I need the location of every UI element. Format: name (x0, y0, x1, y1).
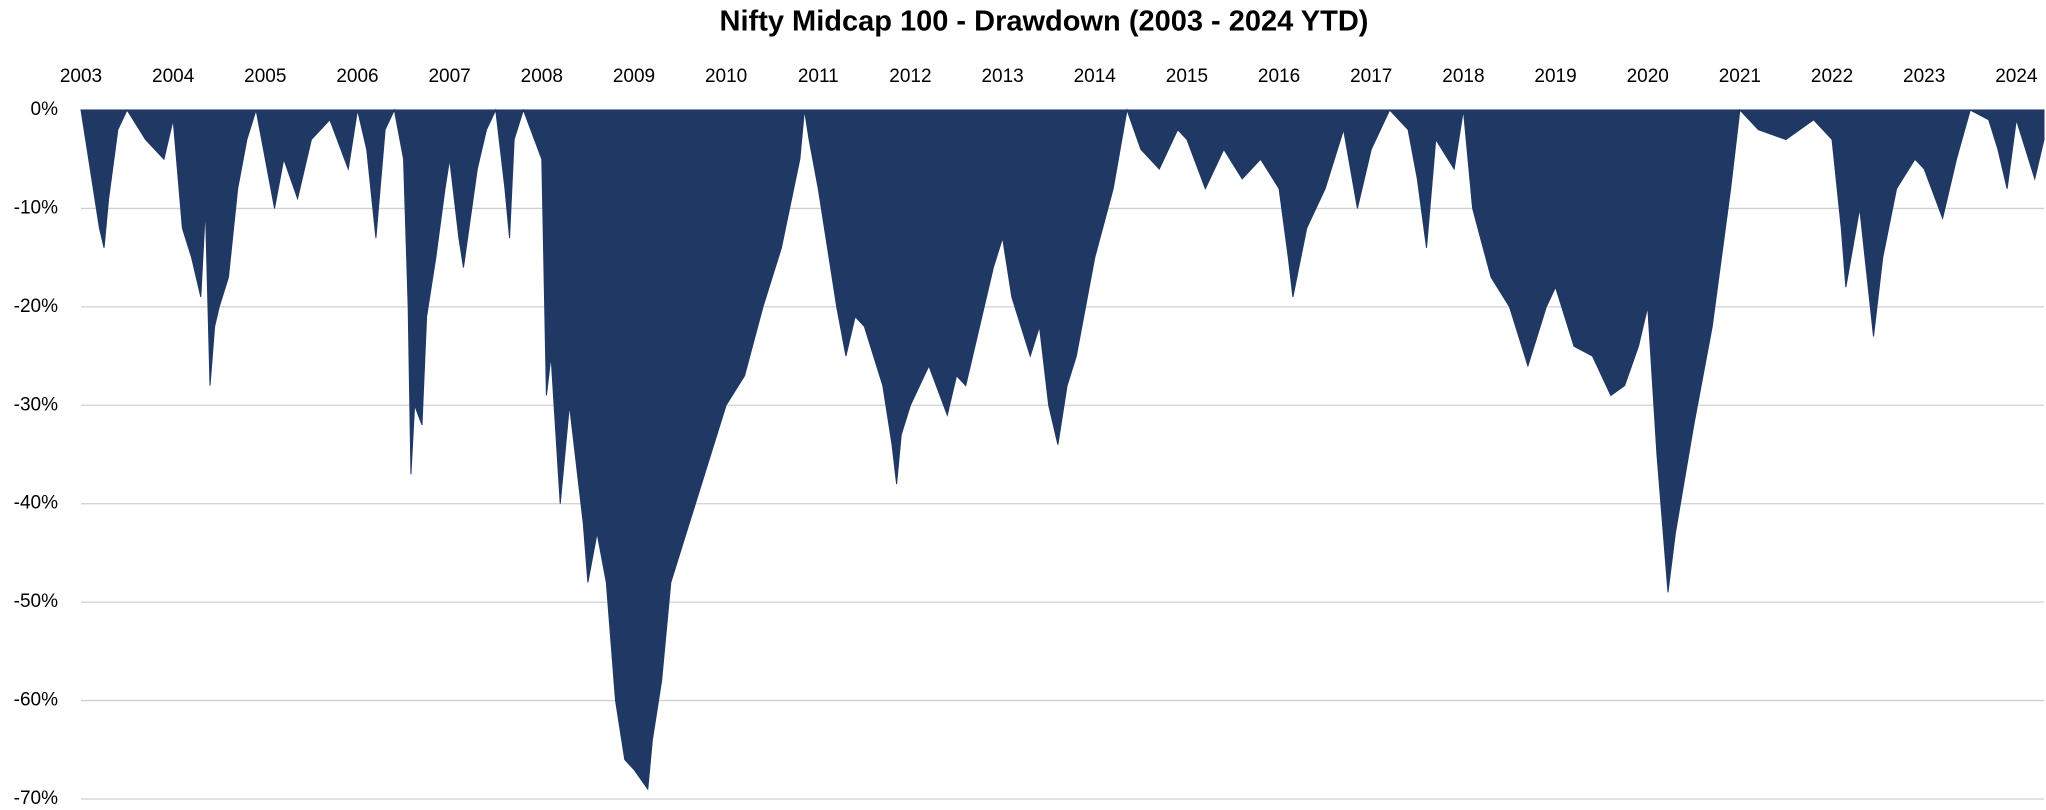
x-tick-label: 2019 (1534, 66, 1576, 87)
y-tick-label: -10% (14, 197, 58, 218)
y-tick-label: -50% (14, 591, 58, 612)
x-tick-label: 2004 (152, 66, 195, 87)
y-tick-label: -30% (14, 394, 58, 415)
x-tick-label: 2021 (1719, 66, 1761, 87)
y-tick-label: 0% (31, 99, 59, 120)
x-tick-label: 2005 (244, 66, 286, 87)
x-tick-label: 2007 (428, 66, 470, 87)
x-tick-label: 2009 (613, 66, 655, 87)
x-tick-label: 2013 (981, 66, 1023, 87)
x-tick-label: 2020 (1627, 66, 1669, 87)
y-tick-label: -20% (14, 296, 58, 317)
x-tick-label: 2008 (521, 66, 563, 87)
drawdown-area (80, 108, 2045, 791)
x-tick-label: 2024 (1995, 66, 2038, 87)
x-tick-label: 2018 (1442, 66, 1484, 87)
x-tick-label: 2011 (798, 66, 839, 87)
x-tick-label: 2022 (1811, 66, 1853, 87)
x-tick-label: 2016 (1258, 66, 1300, 87)
x-tick-label: 2012 (889, 66, 931, 87)
x-tick-label: 2014 (1074, 66, 1117, 87)
y-tick-label: -70% (14, 788, 58, 809)
y-tick-label: -60% (14, 690, 58, 711)
y-tick-label: -40% (14, 493, 58, 514)
x-tick-label: 2015 (1166, 66, 1208, 87)
chart-title: Nifty Midcap 100 - Drawdown (2003 - 2024… (720, 6, 1369, 38)
x-tick-label: 2010 (705, 66, 747, 87)
x-tick-label: 2006 (336, 66, 378, 87)
x-tick-label: 2017 (1350, 66, 1392, 87)
x-tick-label: 2003 (60, 66, 102, 87)
x-tick-label: 2023 (1903, 66, 1945, 87)
